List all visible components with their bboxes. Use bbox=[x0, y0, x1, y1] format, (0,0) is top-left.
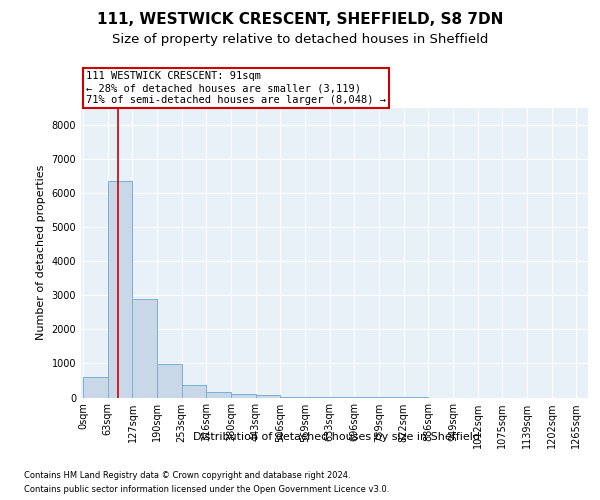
Text: Contains public sector information licensed under the Open Government Licence v3: Contains public sector information licen… bbox=[24, 484, 389, 494]
Bar bbox=[256, 396, 280, 398]
Bar bbox=[83, 377, 107, 398]
Text: 111 WESTWICK CRESCENT: 91sqm
← 28% of detached houses are smaller (3,119)
71% of: 111 WESTWICK CRESCENT: 91sqm ← 28% of de… bbox=[86, 72, 386, 104]
Bar bbox=[182, 385, 206, 398]
Bar bbox=[280, 397, 305, 398]
Text: Contains HM Land Registry data © Crown copyright and database right 2024.: Contains HM Land Registry data © Crown c… bbox=[24, 472, 350, 480]
Text: 111, WESTWICK CRESCENT, SHEFFIELD, S8 7DN: 111, WESTWICK CRESCENT, SHEFFIELD, S8 7D… bbox=[97, 12, 503, 28]
Bar bbox=[157, 364, 182, 398]
Text: Size of property relative to detached houses in Sheffield: Size of property relative to detached ho… bbox=[112, 32, 488, 46]
Bar bbox=[231, 394, 256, 398]
Text: Distribution of detached houses by size in Sheffield: Distribution of detached houses by size … bbox=[193, 432, 479, 442]
Y-axis label: Number of detached properties: Number of detached properties bbox=[36, 165, 46, 340]
Bar bbox=[206, 392, 231, 398]
Bar bbox=[107, 181, 133, 398]
Bar bbox=[133, 298, 157, 398]
